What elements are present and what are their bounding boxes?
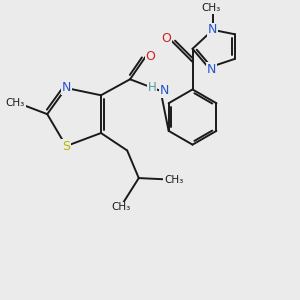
Text: N: N [61,82,71,94]
Text: CH₃: CH₃ [112,202,131,212]
Text: O: O [146,50,155,62]
Text: N: N [208,23,218,36]
Text: CH₃: CH₃ [164,175,183,184]
Text: H: H [148,81,156,94]
Text: CH₃: CH₃ [6,98,25,107]
Text: N: N [207,63,216,76]
Text: CH₃: CH₃ [202,3,221,13]
Text: S: S [62,140,70,153]
Text: O: O [161,32,171,45]
Text: N: N [159,84,169,98]
